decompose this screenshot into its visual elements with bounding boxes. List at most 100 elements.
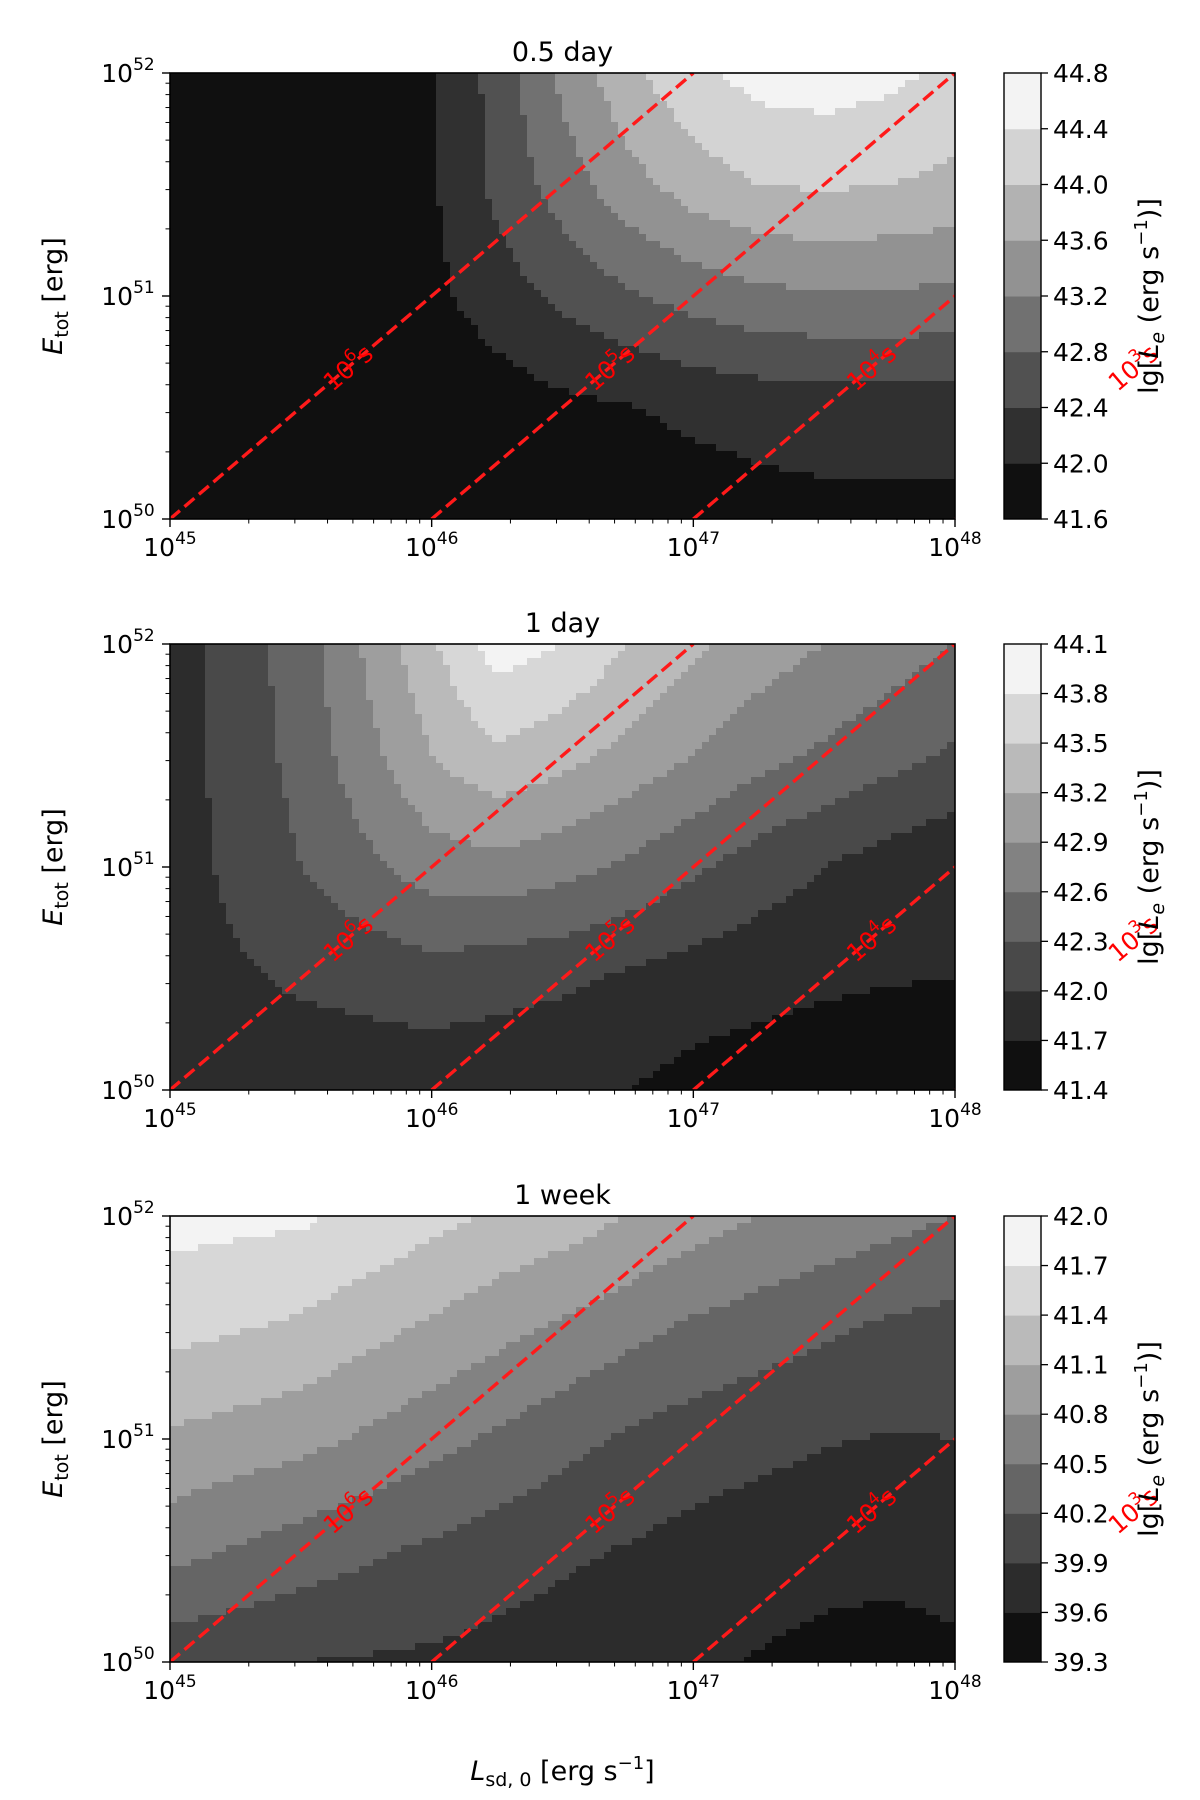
contour-cell [380,143,388,151]
contour-cell [856,346,864,354]
contour-cell [688,115,696,123]
contour-cell [268,234,276,242]
contour-cell [912,80,920,88]
contour-cell [856,185,864,193]
contour-cell [562,220,570,228]
contour-cell [688,276,696,284]
contour-cell [751,318,759,326]
contour-cell [345,164,353,172]
contour-cell [548,108,556,116]
contour-cell [604,206,612,214]
contour-cell [723,346,731,354]
contour-cell [863,157,871,165]
contour-cell [471,171,479,179]
contour-cell [191,381,199,389]
contour-cell [359,94,367,102]
contour-cell [233,248,241,256]
contour-cell [702,297,710,305]
contour-cell [590,80,598,88]
contour-cell [296,227,304,235]
contour-cell [772,367,780,375]
contour-cell [387,143,395,151]
contour-cell [310,185,318,193]
contour-cell [191,150,199,158]
contour-cell [303,206,311,214]
contour-cell [891,353,899,361]
contour-cell [828,143,836,151]
contour-cell [394,192,402,200]
contour-cell [541,276,549,284]
contour-cell [226,94,234,102]
contour-cell [772,115,780,123]
contour-cell [891,241,899,249]
contour-cell [170,115,178,123]
contour-cell [905,185,913,193]
contour-cell [744,94,752,102]
contour-cell [891,171,899,179]
contour-cell [485,360,493,368]
contour-cell [205,339,213,347]
contour-cell [380,248,388,256]
contour-cell [884,94,892,102]
contour-cell [947,80,955,88]
contour-cell [611,234,619,242]
contour-cell [919,178,927,186]
contour-cell [289,332,297,340]
contour-cell [828,304,836,312]
contour-cell [219,353,227,361]
contour-cell [226,234,234,242]
contour-cell [926,80,934,88]
contour-cell [940,136,948,144]
contour-cell [618,73,626,81]
contour-cell [555,164,563,172]
contour-cell [632,192,640,200]
contour-cell [842,108,850,116]
contour-cell [618,199,626,207]
contour-cell [604,276,612,284]
contour-cell [863,276,871,284]
contour-cell [905,262,913,270]
contour-cell [835,241,843,249]
contour-cell [296,276,304,284]
contour-cell [884,73,892,81]
contour-cell [779,353,787,361]
contour-cell [457,255,465,263]
contour-cell [793,171,801,179]
contour-cell [359,297,367,305]
contour-cell [401,374,409,382]
contour-cell [884,360,892,368]
contour-cell [646,297,654,305]
contour-cell [394,276,402,284]
contour-cell [814,206,822,214]
contour-cell [583,318,591,326]
contour-cell [254,108,262,116]
contour-cell [499,353,507,361]
contour-cell [506,73,514,81]
contour-cell [471,332,479,340]
contour-cell [219,192,227,200]
contour-cell [660,129,668,137]
contour-cell [429,164,437,172]
contour-cell [730,234,738,242]
contour-cell [184,374,192,382]
contour-cell [821,304,829,312]
contour-cell [352,311,360,319]
contour-cell [408,199,416,207]
contour-cell [212,234,220,242]
contour-cell [219,164,227,172]
contour-cell [737,213,745,221]
contour-cell [891,262,899,270]
contour-cell [394,150,402,158]
contour-cell [730,206,738,214]
contour-cell [527,367,535,375]
contour-cell [373,206,381,214]
contour-cell [667,262,675,270]
contour-cell [611,318,619,326]
contour-cell [394,374,402,382]
contour-cell [828,283,836,291]
contour-cell [821,171,829,179]
contour-cell [926,136,934,144]
contour-cell [583,136,591,144]
contour-cell [604,353,612,361]
contour-cell [723,241,731,249]
